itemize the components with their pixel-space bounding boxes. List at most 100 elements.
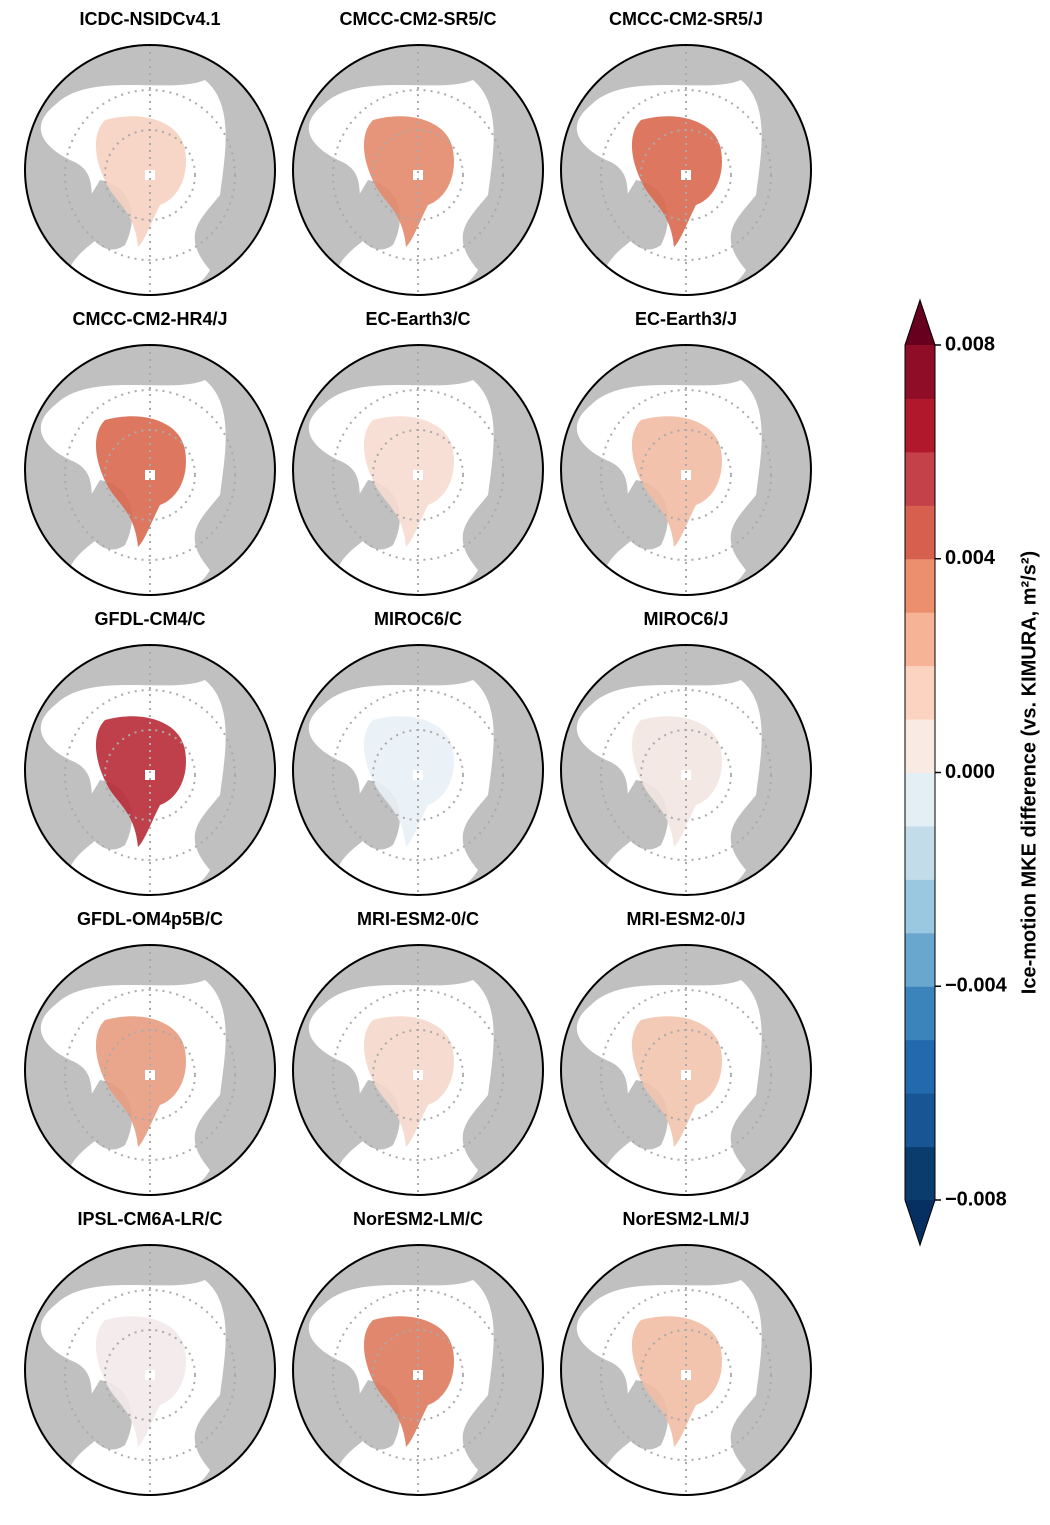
anomaly [95,416,186,547]
latitude-line [64,989,236,1161]
pole-marker [413,1070,423,1080]
pole-marker [145,770,155,780]
pole-marker [681,1070,691,1080]
latitude-line [64,1289,236,1461]
colorbar-bin [905,558,935,613]
map-boundary [292,44,544,296]
pole-marker [413,470,423,480]
polar-map [561,345,811,595]
polar-map [25,945,275,1195]
map-boundary [24,944,276,1196]
anomaly [363,1316,454,1447]
latitude-line [332,689,504,861]
colorbar-bin [905,825,935,880]
polar-map [561,945,811,1195]
panel-title: ICDC-NSIDCv4.1 [79,9,220,29]
map-boundary [292,944,544,1196]
colorbar-bin [905,1093,935,1148]
panel-title: NorESM2-LM/J [622,1209,749,1229]
panel-title: GFDL-CM4/C [95,609,206,629]
polar-map [25,345,275,595]
pole-marker [681,470,691,480]
colorbar-bin [905,772,935,827]
latitude-line [332,389,504,561]
panel-title: CMCC-CM2-HR4/J [72,309,227,329]
colorbar-tick-label: −0.008 [945,1188,1007,1210]
latitude-line [332,89,504,261]
panel-title: MRI-ESM2-0/J [626,909,745,929]
polar-map [293,1245,543,1495]
map-boundary [24,1244,276,1496]
colorbar-bin [905,612,935,667]
anomaly [95,1316,186,1447]
map-boundary [560,644,812,896]
latitude-line [600,989,772,1161]
anomaly [631,416,722,547]
latitude-line [600,89,772,261]
anomaly [363,716,454,847]
polar-map [561,1245,811,1495]
colorbar-tick-label: −0.004 [945,975,1008,997]
panel-title: CMCC-CM2-SR5/J [609,9,763,29]
pole-marker [145,470,155,480]
map-boundary [292,644,544,896]
anomaly [631,716,722,847]
latitude-line [600,1289,772,1461]
colorbar-bin [905,505,935,560]
panel-title: MIROC6/C [374,609,462,629]
polar-map [293,645,543,895]
colorbar-bin [905,1039,935,1094]
map-boundary [24,44,276,296]
polar-map [561,45,811,295]
colorbar-tick-label: 0.000 [945,761,995,783]
polar-map [293,945,543,1195]
polar-map [25,1245,275,1495]
pole-marker [145,1070,155,1080]
colorbar-bin [905,1146,935,1201]
anomaly [631,1016,722,1147]
polar-map [561,645,811,895]
panel-title: EC-Earth3/C [365,309,470,329]
anomaly [95,1016,186,1147]
panel-title: IPSL-CM6A-LR/C [78,1209,223,1229]
anomaly [631,116,722,247]
latitude-line [64,89,236,261]
colorbar-bin [905,665,935,720]
polar-map [25,45,275,295]
polar-map [293,45,543,295]
map-boundary [24,344,276,596]
anomaly [95,116,186,247]
colorbar-label: Ice-motion MKE difference (vs. KIMURA, m… [1018,551,1040,994]
panel-title: MIROC6/J [643,609,728,629]
colorbar-bin [905,879,935,934]
pole-marker [145,170,155,180]
panel-title: CMCC-CM2-SR5/C [340,9,497,29]
latitude-line [600,689,772,861]
colorbar-bin [905,719,935,773]
colorbar-extend-under [905,1200,935,1245]
pole-marker [681,1370,691,1380]
map-boundary [292,344,544,596]
map-boundary [560,44,812,296]
polar-map [293,345,543,595]
panel-title: EC-Earth3/J [635,309,737,329]
anomaly [363,416,454,547]
map-boundary [560,344,812,596]
latitude-line [332,989,504,1161]
panel-title: NorESM2-LM/C [353,1209,483,1229]
anomaly [631,1316,722,1447]
colorbar-bin [905,345,935,399]
polar-map [25,645,275,895]
colorbar-tick-label: 0.008 [945,333,995,355]
panel-title: MRI-ESM2-0/C [357,909,479,929]
anomaly [363,1016,454,1147]
colorbar-bin [905,451,935,506]
map-boundary [560,1244,812,1496]
latitude-line [332,1289,504,1461]
pole-marker [681,770,691,780]
pole-marker [413,170,423,180]
colorbar-extend-over [905,300,935,345]
map-boundary [560,944,812,1196]
